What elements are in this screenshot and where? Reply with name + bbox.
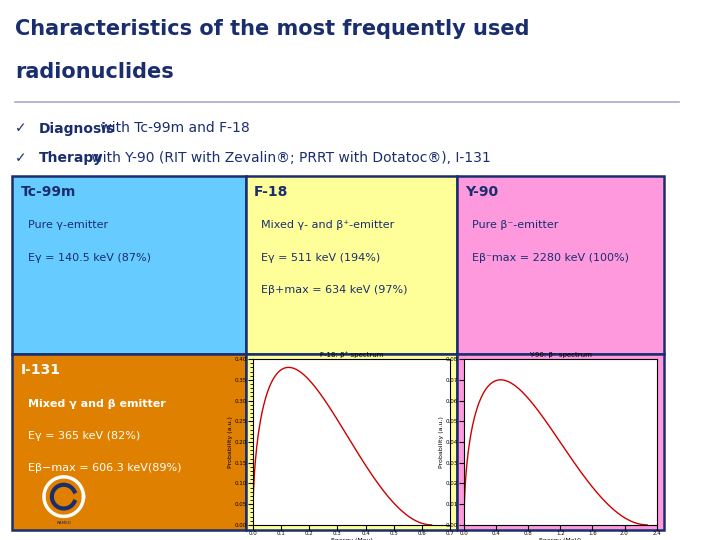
Bar (246, 176, 457, 354)
Text: I-131: I-131 (21, 363, 60, 377)
Text: Eβ⁻max = 2280 keV (100%): Eβ⁻max = 2280 keV (100%) (472, 253, 629, 263)
Text: Eβ−max = 606.3 keV(89%): Eβ−max = 606.3 keV(89%) (27, 463, 181, 474)
Text: Eγ = 140.5 keV (87%): Eγ = 140.5 keV (87%) (27, 253, 150, 263)
Title: F-18: β⁺ spectrum: F-18: β⁺ spectrum (320, 352, 383, 358)
Text: Therapy: Therapy (39, 151, 103, 165)
Text: Y-90: Y-90 (465, 185, 498, 199)
Text: Eγ = 365 keV (82%): Eγ = 365 keV (82%) (27, 431, 140, 441)
Text: RAMED: RAMED (56, 521, 71, 525)
Text: Mixed γ- and β⁺-emitter: Mixed γ- and β⁺-emitter (261, 220, 395, 231)
Text: Mixed γ and β emitter: Mixed γ and β emitter (27, 399, 166, 409)
Text: radionuclides: radionuclides (15, 62, 174, 82)
Bar (457, 176, 664, 354)
X-axis label: Energy (Mev): Energy (Mev) (330, 537, 372, 540)
Bar (246, 354, 457, 530)
Text: F-18: F-18 (254, 185, 289, 199)
Y-axis label: Probability (a.u.): Probability (a.u.) (228, 416, 233, 468)
Text: ✓: ✓ (15, 122, 27, 136)
Text: ✓: ✓ (15, 151, 27, 165)
Text: Pure β⁻-emitter: Pure β⁻-emitter (472, 220, 559, 231)
Bar (457, 354, 664, 530)
Text: Eγ = 511 keV (194%): Eγ = 511 keV (194%) (261, 253, 380, 263)
Y-axis label: Probability (a.u.): Probability (a.u.) (439, 416, 444, 468)
Bar (12, 176, 246, 354)
Bar (12, 354, 246, 530)
Text: Diagnosis: Diagnosis (39, 122, 115, 136)
Text: Tc-99m: Tc-99m (21, 185, 76, 199)
Text: Characteristics of the most frequently used: Characteristics of the most frequently u… (15, 19, 530, 39)
Text: with Tc-99m and F-18: with Tc-99m and F-18 (96, 122, 249, 136)
Text: Pure γ-emitter: Pure γ-emitter (27, 220, 108, 231)
Text: with Y-90 (RIT with Zevalin®; PRRT with Dotatoc®), I-131: with Y-90 (RIT with Zevalin®; PRRT with … (87, 151, 491, 165)
X-axis label: Energy (MeV): Energy (MeV) (539, 537, 582, 540)
Title: Y-90: β⁻ spectrum: Y-90: β⁻ spectrum (529, 352, 592, 358)
Text: Eβ+max = 634 keV (97%): Eβ+max = 634 keV (97%) (261, 285, 408, 295)
